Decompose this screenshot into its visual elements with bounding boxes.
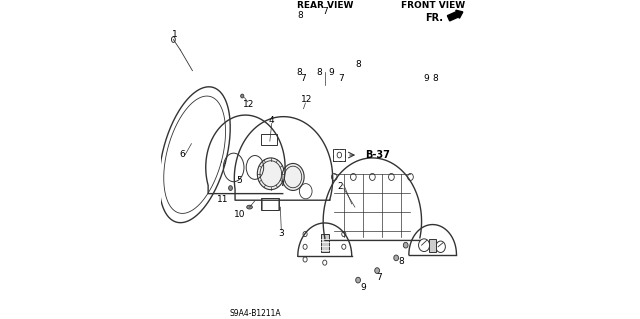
- Text: 9: 9: [360, 283, 365, 292]
- Text: 8: 8: [432, 74, 438, 83]
- Text: 8: 8: [356, 60, 362, 69]
- Ellipse shape: [403, 242, 408, 248]
- Bar: [429, 239, 436, 252]
- Text: 8: 8: [297, 11, 303, 19]
- Text: 9: 9: [329, 68, 335, 77]
- Ellipse shape: [282, 163, 304, 190]
- Text: 7: 7: [376, 273, 381, 282]
- Text: 8: 8: [316, 68, 322, 77]
- Text: 3: 3: [278, 229, 284, 238]
- Text: 1: 1: [172, 30, 177, 39]
- Text: 9: 9: [424, 74, 429, 83]
- Text: 7: 7: [339, 74, 344, 83]
- Text: 2: 2: [338, 182, 344, 191]
- Text: 6: 6: [179, 150, 185, 159]
- Text: 8: 8: [296, 68, 302, 77]
- Text: 12: 12: [243, 100, 254, 109]
- Ellipse shape: [257, 158, 284, 190]
- Text: S9A4-B1211A: S9A4-B1211A: [229, 309, 281, 318]
- Text: 10: 10: [234, 210, 246, 219]
- Ellipse shape: [394, 255, 399, 261]
- FancyArrow shape: [447, 10, 463, 21]
- Ellipse shape: [241, 94, 244, 98]
- Ellipse shape: [356, 277, 360, 283]
- Text: 11: 11: [217, 195, 228, 204]
- Text: FR.: FR.: [425, 13, 443, 23]
- Ellipse shape: [246, 205, 252, 209]
- Text: 5: 5: [236, 176, 242, 185]
- Ellipse shape: [228, 186, 232, 190]
- Bar: [333, 149, 346, 161]
- Text: REAR VIEW: REAR VIEW: [296, 1, 353, 10]
- Bar: [261, 134, 277, 145]
- Bar: [262, 198, 278, 210]
- Text: 12: 12: [301, 95, 312, 104]
- Text: FRONT VIEW: FRONT VIEW: [401, 1, 465, 10]
- Bar: [333, 149, 346, 161]
- Text: 4: 4: [269, 116, 275, 125]
- Text: B-37: B-37: [365, 150, 390, 160]
- Text: 8: 8: [398, 257, 404, 266]
- Ellipse shape: [375, 268, 380, 273]
- Text: 7: 7: [322, 7, 328, 16]
- Bar: [321, 234, 329, 252]
- Bar: [261, 197, 279, 210]
- Text: 7: 7: [300, 74, 306, 83]
